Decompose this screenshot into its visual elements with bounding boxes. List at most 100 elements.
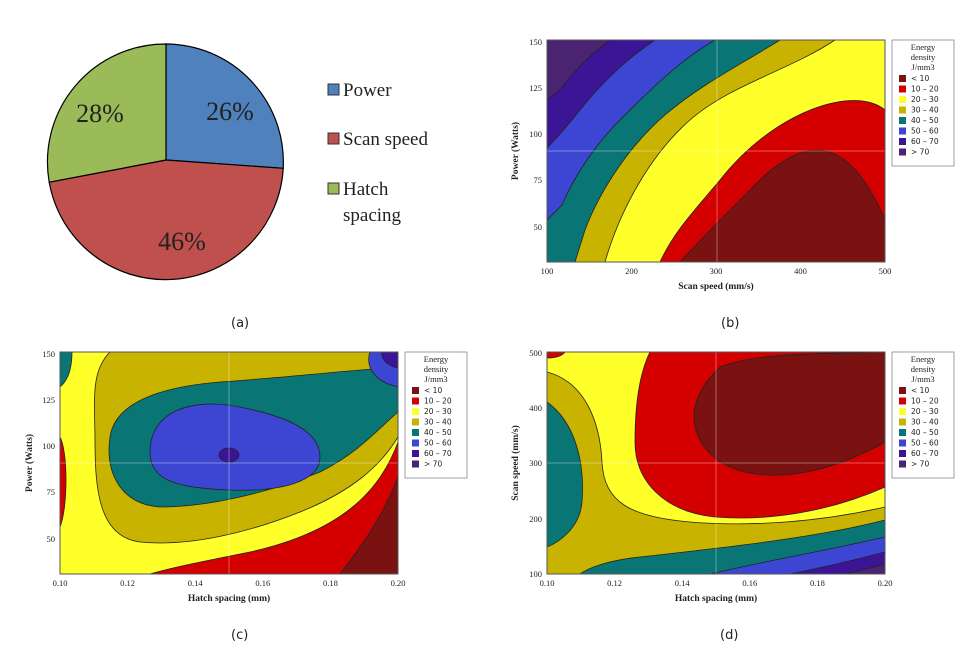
x-tick: 0.14: [675, 578, 691, 588]
legend-label: 40 – 50: [911, 428, 939, 437]
legend-label: 60 – 70: [911, 137, 939, 146]
legend-label: 20 – 30: [911, 407, 939, 416]
x-tick: 0.20: [878, 578, 893, 588]
x-tick: 200: [625, 266, 638, 276]
legend-swatch: [412, 387, 419, 394]
y-tick: 125: [529, 83, 542, 93]
y-axis-label: Power (Watts): [24, 434, 35, 492]
panel-label-d: (d): [720, 628, 739, 643]
panel-b: 100 200 300 400 500 50 75 100 125 150 Sc…: [490, 30, 972, 335]
y-tick: 100: [529, 569, 542, 579]
legend-label: 50 – 60: [911, 127, 939, 136]
y-tick: 500: [529, 348, 542, 358]
legend-label-spacing: spacing: [343, 205, 402, 226]
pie-slice-power: [165, 43, 284, 169]
legend-swatch: [412, 460, 419, 468]
legend-label: 10 – 20: [911, 85, 939, 94]
legend-label: 50 – 60: [911, 439, 939, 448]
panel-a: 26% 46% 28% Power Scan speed Hatch spaci…: [0, 0, 486, 335]
y-tick: 50: [534, 222, 543, 232]
legend-label-power: Power: [343, 80, 392, 101]
x-tick: 0.12: [607, 578, 622, 588]
legend-label: 60 – 70: [911, 449, 939, 458]
x-tick: 0.16: [742, 578, 757, 588]
plot-frame: [59, 351, 399, 575]
y-tick: 100: [529, 129, 542, 139]
legend-label: 40 – 50: [911, 116, 939, 125]
legend-swatch-hatch-spacing: [327, 182, 340, 195]
legend-label: > 70: [424, 460, 442, 469]
legend-swatch-scan-speed: [327, 132, 340, 145]
legend-swatch: [899, 85, 906, 93]
x-tick: 0.16: [255, 578, 270, 588]
y-tick: 150: [529, 37, 542, 47]
y-tick-labels: 50 75 100 125 150: [529, 37, 542, 232]
legend-swatch: [899, 408, 906, 415]
legend-label: 60 – 70: [424, 449, 452, 458]
y-tick: 200: [529, 514, 542, 524]
panel-label-b: (b): [721, 316, 740, 331]
legend-swatch: [412, 408, 419, 415]
legend-swatch: [899, 439, 906, 447]
legend-label: > 70: [911, 460, 929, 469]
legend-label: 50 – 60: [424, 439, 452, 448]
x-tick: 0.18: [810, 578, 825, 588]
legend-swatch-power: [327, 83, 340, 96]
legend-label: < 10: [424, 386, 442, 395]
x-tick: 0.14: [188, 578, 204, 588]
legend-label: 20 – 30: [911, 95, 939, 104]
legend-label-hatch: Hatch: [343, 179, 389, 200]
legend-swatch: [412, 429, 419, 436]
legend-title-3: J/mm3: [911, 62, 934, 72]
legend-title-1: Energy: [911, 354, 936, 364]
y-tick: 75: [47, 487, 56, 497]
x-axis-label: Hatch spacing (mm): [188, 593, 270, 604]
y-tick: 400: [529, 403, 542, 413]
x-tick: 0.10: [540, 578, 555, 588]
legend-label: 40 – 50: [424, 428, 452, 437]
legend-swatch: [899, 418, 906, 426]
x-tick: 0.18: [323, 578, 338, 588]
y-tick: 100: [42, 441, 55, 451]
contour-chart-c: 0.10 0.12 0.14 0.16 0.18 0.20 50 75 100 …: [24, 349, 468, 604]
legend-title-2: density: [911, 52, 936, 62]
pie-label-scan-speed: 46%: [158, 227, 206, 256]
y-axis-label: Scan speed (mm/s): [510, 425, 521, 500]
pie-label-hatch-spacing: 28%: [76, 99, 124, 128]
legend-swatch: [412, 439, 419, 447]
y-tick: 50: [47, 534, 56, 544]
legend-swatch: [899, 138, 906, 145]
legend-label-scan-speed: Scan speed: [343, 129, 428, 150]
panel-d: 0.10 0.12 0.14 0.16 0.18 0.20 100 200 30…: [490, 342, 972, 651]
x-tick: 0.12: [120, 578, 135, 588]
legend-title-1: Energy: [911, 42, 936, 52]
pie-slice-hatch-spacing: [46, 43, 167, 183]
legend-label: < 10: [911, 386, 929, 395]
legend-label: > 70: [911, 148, 929, 157]
legend-swatch: [899, 106, 906, 114]
legend-title-2: density: [911, 364, 936, 374]
legend-swatch: [899, 429, 906, 436]
legend-swatch: [899, 460, 906, 468]
legend-title-1: Energy: [424, 354, 449, 364]
x-tick: 300: [710, 266, 723, 276]
panel-label-a: (a): [231, 316, 250, 331]
pie-chart: 26% 46% 28% Power Scan speed Hatch spaci…: [46, 43, 428, 281]
legend-label: 30 – 40: [911, 106, 939, 115]
legend-swatch: [899, 117, 906, 124]
panel-c: 0.10 0.12 0.14 0.16 0.18 0.20 50 75 100 …: [0, 342, 486, 651]
x-tick-labels: 0.10 0.12 0.14 0.16 0.18 0.20: [53, 578, 406, 588]
y-tick: 150: [42, 349, 55, 359]
x-tick: 0.20: [391, 578, 406, 588]
legend-swatch: [412, 418, 419, 426]
plot-frame: [546, 39, 886, 263]
y-tick-labels: 50 75 100 125 150: [42, 349, 55, 544]
legend-swatch: [412, 450, 419, 457]
y-tick: 75: [534, 175, 543, 185]
legend-label: 30 – 40: [424, 418, 452, 427]
legend-swatch: [899, 75, 906, 82]
legend-swatch: [899, 450, 906, 457]
x-axis-label: Hatch spacing (mm): [675, 593, 757, 604]
